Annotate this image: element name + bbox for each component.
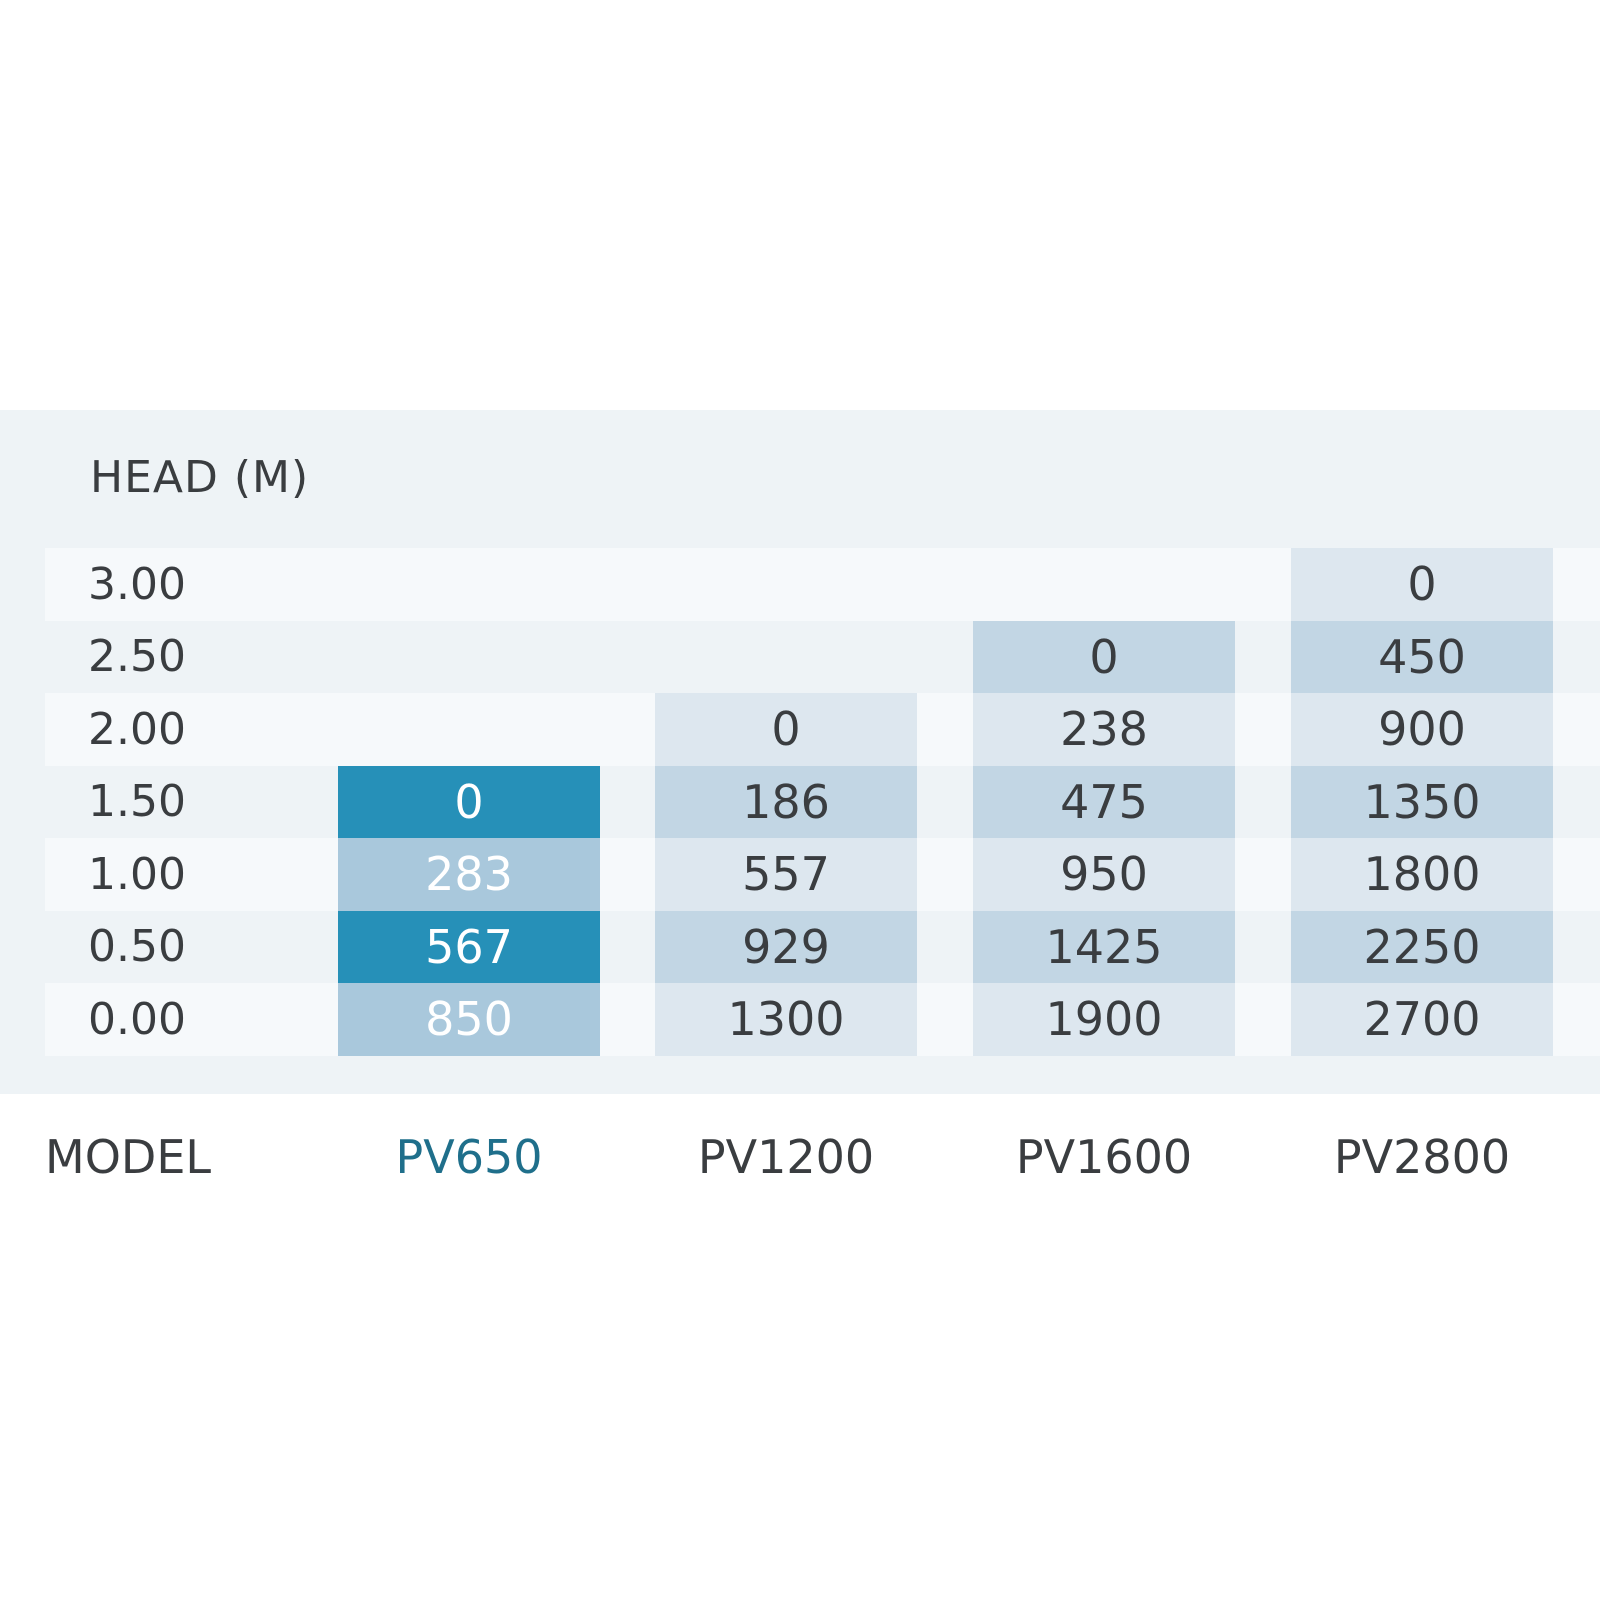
row-head: 3.00	[88, 558, 186, 610]
row-head: 1.50	[88, 776, 186, 828]
table-cell: 900	[1291, 693, 1553, 766]
table-cell: 238	[973, 693, 1235, 766]
head-label: HEAD (M)	[90, 452, 310, 503]
model-name: PV650	[395, 1130, 543, 1184]
row-head: 0.50	[88, 921, 186, 973]
table-cell: 0	[1291, 548, 1553, 621]
table-cell: 1800	[1291, 838, 1553, 911]
table-cell: 1900	[973, 983, 1235, 1056]
table-cell: 950	[973, 838, 1235, 911]
table-cell: 186	[655, 765, 917, 838]
model-name: PV1600	[1015, 1130, 1193, 1184]
row-head: 0.00	[88, 993, 186, 1045]
table-cell: 1300	[655, 983, 917, 1056]
table-cell: 1425	[973, 910, 1235, 983]
table-cell: 557	[655, 838, 917, 911]
table-cell: 283	[338, 838, 600, 911]
table-cell: 475	[973, 765, 1235, 838]
row-head: 2.50	[88, 631, 186, 683]
table-cell: 929	[655, 910, 917, 983]
row-head: 1.00	[88, 848, 186, 900]
model-name: PV1200	[697, 1130, 875, 1184]
table-cell: 0	[655, 693, 917, 766]
model-name: PV2800	[1333, 1130, 1511, 1184]
table-cell: 567	[338, 910, 600, 983]
table-cell: 0	[338, 765, 600, 838]
table-cell: 450	[1291, 620, 1553, 693]
table-cell: 850	[338, 983, 600, 1056]
table-cell: 1350	[1291, 765, 1553, 838]
table-cell: 2250	[1291, 910, 1553, 983]
row-head: 2.00	[88, 703, 186, 755]
model-label: MODEL	[45, 1130, 212, 1184]
table-cell: 2700	[1291, 983, 1553, 1056]
table-cell: 0	[973, 620, 1235, 693]
